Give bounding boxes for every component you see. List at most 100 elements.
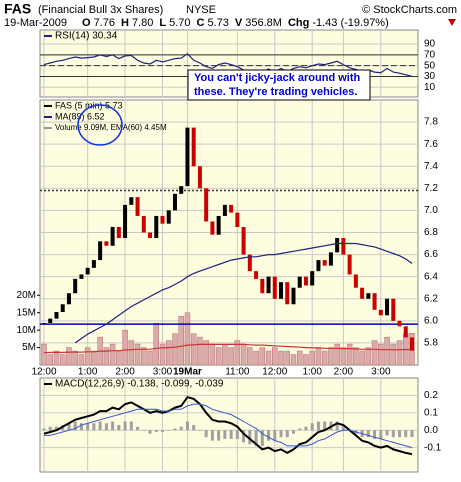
y-tick-label: 90 (424, 39, 436, 50)
quote-label: V (235, 17, 243, 29)
y-tick-label: 5.8 (424, 338, 438, 349)
y2-tick-label: 15M (17, 307, 36, 318)
bar (159, 343, 166, 366)
bar (378, 343, 384, 366)
x-tick-label: 2:00 (334, 367, 354, 378)
bar (173, 428, 177, 431)
candle-body (66, 293, 71, 305)
quote-value: 7.80 (132, 17, 153, 29)
bar (248, 430, 252, 445)
quote-label: L (159, 17, 166, 29)
macd-panel (39, 377, 419, 473)
bar (279, 430, 283, 438)
bar (209, 343, 216, 366)
legend-label: Volume 9.09M, EMA(60) 4.45M (55, 123, 167, 132)
y2-tick-label: 5M (22, 342, 36, 353)
bar (242, 430, 246, 443)
quote-value: 7.76 (94, 17, 115, 29)
x-tick-label: 12:00 (262, 367, 287, 378)
candle-body (197, 166, 202, 189)
bar (310, 423, 314, 431)
candle-body (291, 287, 296, 305)
series-line (43, 53, 413, 77)
candle-body (279, 282, 284, 299)
bar (272, 347, 278, 366)
y-tick-label: 70 (424, 49, 436, 60)
candle-body (260, 278, 265, 294)
bar (167, 430, 171, 431)
bar (222, 343, 228, 366)
candle-body (316, 260, 321, 272)
candle-body (378, 309, 383, 316)
candle-body (210, 221, 215, 235)
candle-body (172, 193, 177, 211)
bar (341, 425, 345, 431)
candle-body (60, 304, 65, 312)
candle-body (410, 337, 414, 351)
change-arrow (448, 19, 456, 26)
bar (296, 350, 303, 366)
bar (203, 340, 209, 366)
y-tick-label: 6.6 (424, 249, 438, 260)
candle-body (222, 204, 227, 216)
bar (192, 425, 196, 431)
candle-body (166, 210, 171, 224)
candle-body (303, 276, 308, 286)
bar (328, 347, 334, 366)
candle-body (54, 312, 59, 319)
y-tick-label: 0.0 (424, 425, 438, 436)
bar (122, 329, 128, 366)
copyright: © StockCharts.com (362, 4, 457, 16)
x-tick-label: 19Mar (173, 367, 202, 378)
bar (373, 430, 377, 439)
y-tick-label: 6.0 (424, 315, 438, 326)
candle-body (141, 215, 146, 233)
bar (190, 333, 197, 366)
bar (78, 354, 85, 366)
candle-body (397, 320, 402, 327)
bar (235, 430, 239, 439)
y-tick-label: 7.8 (424, 117, 438, 128)
bar (116, 350, 122, 366)
bar (304, 426, 308, 431)
candle-body (48, 318, 53, 324)
candle-body (116, 226, 121, 239)
bar (217, 430, 221, 441)
candle-body (235, 212, 240, 227)
candle-body (272, 276, 277, 299)
bar (111, 421, 115, 431)
candle-body (297, 276, 302, 288)
bar (47, 354, 53, 366)
bar (54, 426, 58, 431)
x-tick-label: 1:00 (78, 367, 98, 378)
candle-body (73, 278, 78, 294)
bar (165, 340, 172, 366)
bar (290, 354, 297, 366)
quote-value: 5.73 (207, 17, 228, 29)
y-tick-label: 10 (424, 82, 436, 93)
bar (365, 347, 372, 366)
y-tick-label: 7.0 (424, 205, 438, 216)
candle-body (185, 127, 190, 187)
y-tick-label: 0.2 (424, 390, 438, 401)
x-tick-label: 12:00 (31, 367, 56, 378)
candle-body (247, 254, 252, 272)
x-tick-label: 11:00 (225, 367, 250, 378)
candle-body (266, 276, 271, 294)
bar (179, 426, 183, 431)
quote-date: 19-Mar-2009 (4, 17, 67, 29)
y-tick-label: 30 (424, 71, 436, 82)
candle-body (98, 241, 103, 261)
candle-body (229, 204, 234, 213)
bar (67, 423, 71, 431)
y-tick-label: 0.1 (424, 407, 438, 418)
bar (197, 336, 203, 366)
quote-label: H (121, 17, 129, 29)
bar (53, 350, 60, 366)
quote-value: 5.70 (169, 17, 190, 29)
bar (323, 421, 327, 431)
bar (42, 428, 46, 431)
bar (48, 426, 52, 431)
legend-label: MACD(12,26,9) -0.138, -0.099, -0.039 (55, 379, 224, 390)
exchange: NYSE (186, 4, 216, 16)
